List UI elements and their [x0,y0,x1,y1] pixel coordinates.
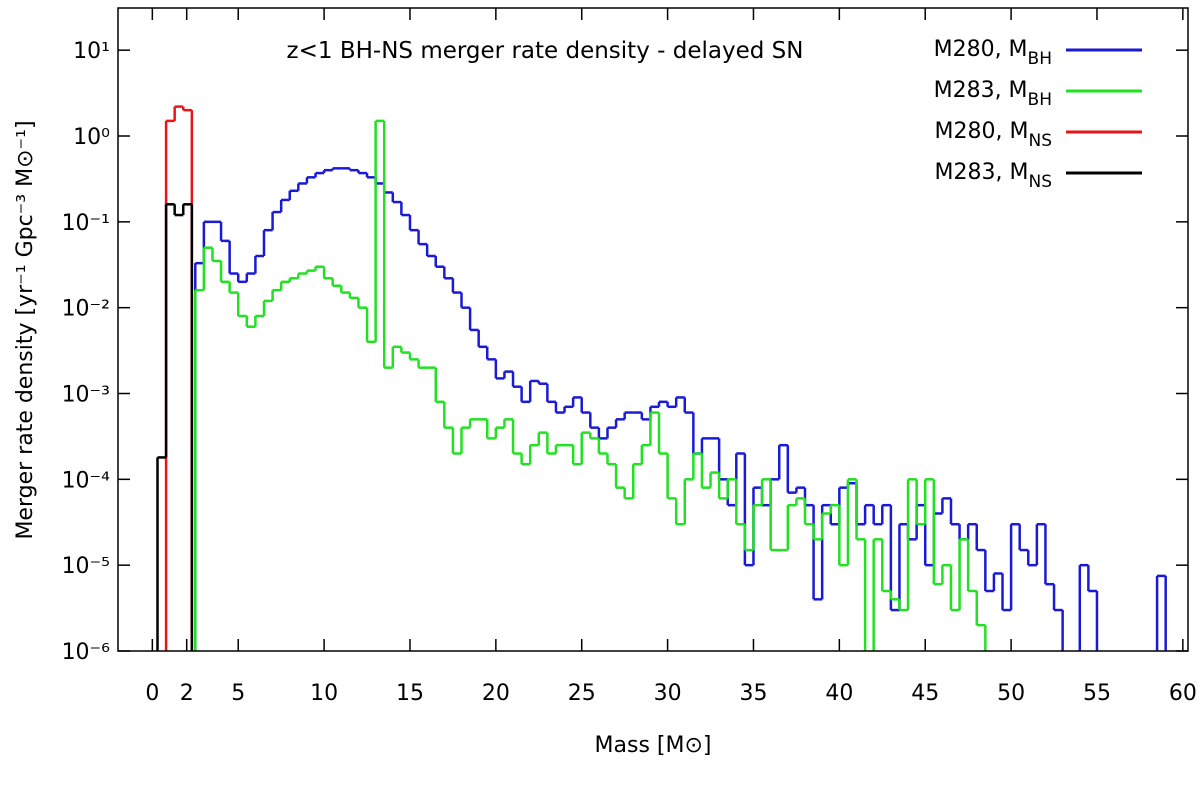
legend-label-subscript: NS [1028,131,1052,151]
legend-label-main: M280, M [934,37,1028,62]
legend-label-main: M283, M [935,160,1029,185]
y-tick-label: 10¹ [73,39,110,64]
legend-label-subscript: NS [1028,172,1052,192]
legend-label: M283, MBH [934,78,1052,110]
x-tick-label: 60 [1169,681,1197,706]
x-tick-label: 50 [997,681,1025,706]
y-tick-label: 10⁻² [62,297,110,322]
x-tick-label: 35 [739,681,767,706]
x-tick-label: 0 [145,681,159,706]
y-tick-label: 10⁻³ [62,383,110,408]
x-tick-label: 55 [1083,681,1111,706]
x-tick-label: 40 [825,681,853,706]
legend-label: M280, MNS [935,119,1052,151]
chart-title: z<1 BH-NS merger rate density - delayed … [287,38,804,64]
legend-label-subscript: BH [1028,49,1052,69]
x-tick-label: 10 [310,681,338,706]
x-tick-label: 30 [654,681,682,706]
x-tick-label: 25 [568,681,596,706]
legend-label-main: M280, M [935,119,1029,144]
x-tick-label: 2 [180,681,194,706]
legend-label-main: M283, M [934,78,1028,103]
x-tick-label: 15 [396,681,424,706]
plot-frame [117,7,1189,652]
x-tick-label: 5 [231,681,245,706]
x-tick-label: 45 [911,681,939,706]
y-axis-label: Merger rate density [yr⁻¹ Gpc⁻³ M⊙⁻¹] [13,120,38,539]
y-tick-label: 10⁻⁴ [62,468,111,493]
legend-label-subscript: BH [1028,90,1052,110]
x-tick-label: 20 [482,681,510,706]
x-axis-label: Mass [M⊙] [595,733,712,758]
legend-label: M283, MNS [935,160,1052,192]
legend-label: M280, MBH [934,37,1052,69]
y-tick-label: 10⁻⁶ [62,640,111,665]
y-tick-label: 10⁻⁵ [62,554,110,579]
y-tick-label: 10⁻¹ [62,211,110,236]
y-tick-label: 10⁰ [73,125,110,150]
